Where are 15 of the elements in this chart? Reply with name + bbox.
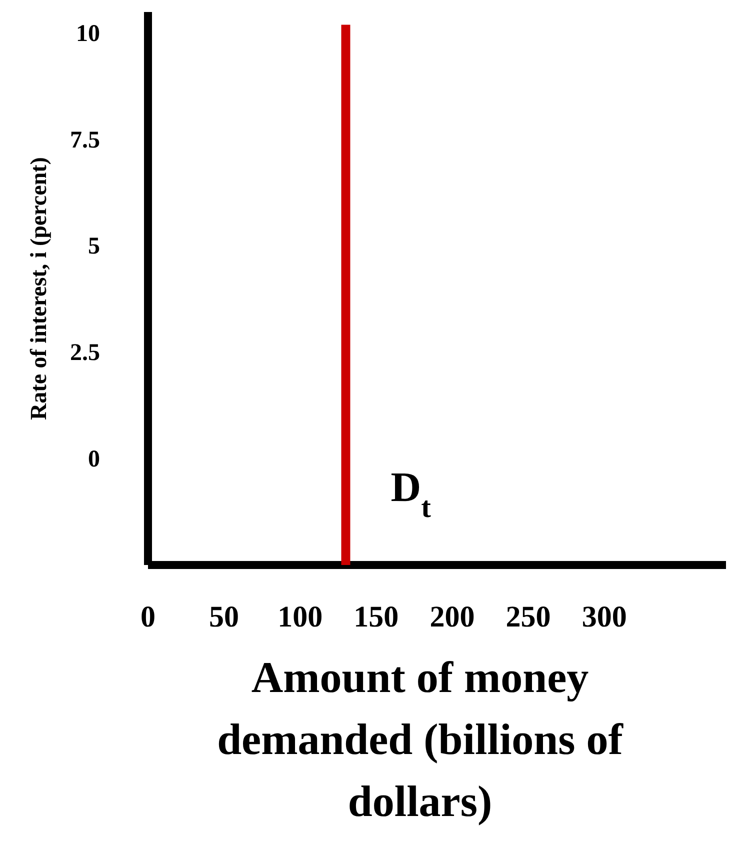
series-label: D$_{t}$ (390, 465, 432, 524)
y-tick-label: 10 (76, 20, 100, 47)
y-tick-label: 2.5 (70, 340, 100, 366)
y-tick-label: 5 (88, 234, 100, 260)
y-tick-label: 0 (88, 446, 100, 472)
x-tick-label: 50 (209, 600, 240, 634)
x-tick-label: 250 (506, 600, 551, 634)
y-tick-label: 7.5 (70, 127, 100, 154)
x-tick-label: 200 (430, 600, 475, 634)
x-tick-label: 0 (140, 600, 156, 634)
y-axis-title: Rate of interest, i (percent) (26, 157, 51, 420)
x-axis-title: Amount of money demanded (billions of dollars) (217, 653, 624, 826)
x-tick-label: 100 (278, 600, 323, 634)
x-tick-label: 150 (354, 600, 399, 634)
x-tick-label: 300 (582, 600, 627, 634)
